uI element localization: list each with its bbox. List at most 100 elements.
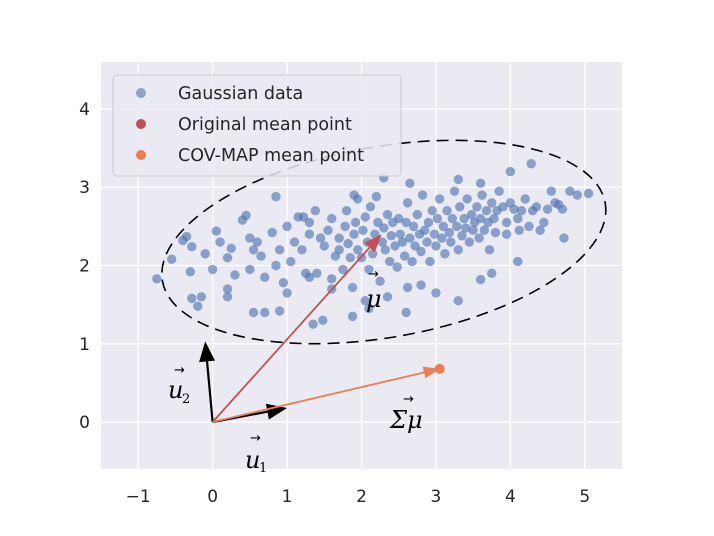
x-tick-label: 3 [431,487,442,507]
data-point [385,256,395,267]
data-point [308,319,318,329]
data-point [350,217,361,228]
data-point [464,237,475,247]
data-point [241,210,251,221]
data-point [297,245,307,255]
sigma-mu-label: Σμ [389,406,423,434]
data-point [531,202,542,212]
x-tick-label: −1 [126,487,151,507]
data-point [402,198,413,208]
data-point [375,276,385,286]
data-point [349,229,359,239]
data-point [546,186,556,196]
data-point [539,217,549,228]
legend-label-original-mean: Original mean point [178,115,352,135]
legend-box [112,74,402,177]
data-point [286,256,296,267]
data-point [425,256,435,267]
mu-label: μ [366,285,382,313]
data-point [468,225,478,235]
data-point [487,198,497,208]
data-point [260,272,270,282]
data-point [152,274,162,284]
data-point [408,221,419,232]
data-point [452,221,462,232]
y-tick-label: 0 [79,413,90,433]
data-point [501,217,512,228]
data-point [222,292,233,302]
data-point [278,278,289,288]
data-point [397,237,408,247]
data-point [423,217,434,228]
data-point [252,237,262,247]
data-point [380,245,391,255]
vector-u2-head [199,341,216,363]
data-point [382,209,393,220]
data-point [474,233,484,243]
legend-marker-original-mean [136,119,146,129]
x-tick-label: 1 [282,487,293,507]
data-point [479,225,490,235]
data-point [390,241,400,251]
vector-mu-head [364,234,382,253]
legend-label-covmap-mean: COV-MAP mean point [178,146,364,166]
data-point [187,293,197,304]
data-point [475,213,486,224]
data-point [347,311,358,322]
data-point [347,282,358,293]
data-point [509,204,519,214]
data-point [256,251,266,261]
data-point [271,191,281,202]
x-tick-label: 4 [505,487,516,507]
data-point [431,241,441,251]
data-point [230,270,240,280]
data-point [535,225,545,235]
data-point [360,212,370,222]
data-point [310,206,321,216]
data-point [401,217,411,228]
data-point [453,174,463,185]
data-point [513,213,523,224]
y-tick-labels: 0 1 2 3 4 [79,100,90,433]
data-point [461,223,471,233]
data-point [248,307,259,318]
data-point [446,237,456,247]
data-point [449,186,460,196]
data-point [323,225,333,235]
data-point [484,245,495,255]
data-point [557,204,568,214]
data-point [395,229,405,239]
data-point [215,237,225,247]
vector-sigma_mu-shaft [212,371,425,423]
legend-label-gaussian: Gaussian data [178,84,303,104]
data-point [440,249,450,259]
data-point [405,178,415,189]
data-point [472,202,482,212]
data-point [466,209,477,220]
data-point [394,213,404,224]
data-point [487,268,497,279]
data-point [505,166,516,177]
data-point [334,245,344,255]
legend-marker-gaussian [136,88,146,98]
sigma-mu-hat: → [403,392,414,407]
data-point [399,251,410,261]
data-point [410,241,420,251]
data-point [542,204,553,214]
u1-label: u [245,446,260,474]
data-point [334,233,344,243]
data-point [358,225,368,235]
data-point [429,229,440,239]
data-point [289,237,300,247]
data-point [514,225,524,235]
data-point [422,237,432,247]
vector-u2-shaft [205,361,214,423]
data-point [207,264,218,275]
data-point [271,260,281,271]
data-point [386,231,396,241]
data-point [187,242,197,252]
data-point [298,212,309,222]
vectors [199,234,440,424]
data-point [583,188,594,199]
data-point [475,178,486,189]
